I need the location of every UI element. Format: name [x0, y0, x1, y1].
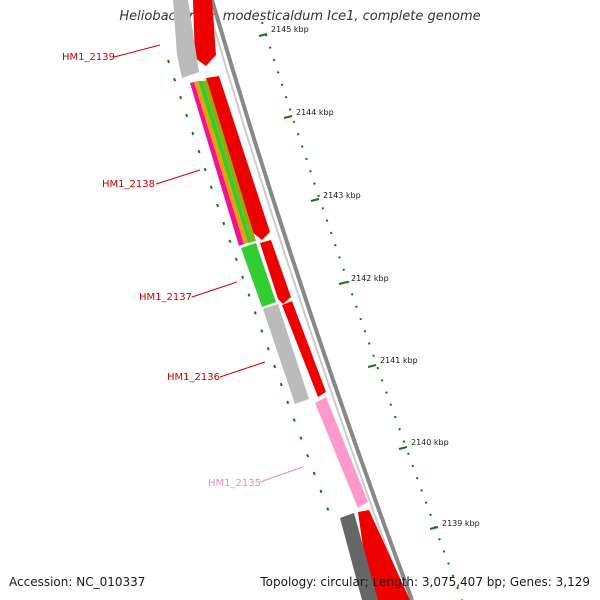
- gene-label: HM1_2138: [102, 179, 155, 190]
- gene-feature: [194, 81, 248, 244]
- label-leader: [191, 281, 238, 298]
- scale-tick-label: 2143 kbp: [323, 191, 361, 200]
- scale-tick-label: 2139 kbp: [442, 519, 480, 528]
- label-leader: [113, 44, 161, 58]
- scale-tick-label: 2140 kbp: [411, 438, 449, 447]
- scale-tick-label: 2145 kbp: [271, 25, 309, 34]
- gene-feature: [198, 81, 252, 243]
- label-leader: [219, 361, 266, 378]
- genome-summary-text: Topology: circular; Length: 3,075,407 bp…: [260, 575, 590, 589]
- gene-label: HM1_2139: [62, 52, 115, 63]
- backbone-outer: [210, 0, 414, 600]
- gene-feature: [173, 0, 199, 78]
- gene-label: HM1_2136: [167, 372, 220, 383]
- gene-label: HM1_2135: [208, 478, 261, 489]
- cds-feature: [193, 0, 216, 66]
- label-leader: [259, 466, 304, 483]
- gene-feature: [263, 304, 309, 404]
- gene-feature: [190, 82, 244, 246]
- gene-feature: [203, 80, 256, 242]
- gene-label: HM1_2137: [139, 292, 192, 303]
- gene-labels: HM1_2139 HM1_2138 HM1_2137 HM1_2136 HM1_…: [62, 44, 304, 489]
- scale-tick-label: 2142 kbp: [351, 274, 389, 283]
- scale-tick: [338, 281, 348, 285]
- scale-tick: [367, 364, 377, 368]
- scale-tick: [398, 446, 408, 450]
- backbone-inner: [205, 0, 407, 600]
- scale-tick: [258, 33, 268, 37]
- cds-feature: [282, 301, 326, 397]
- scale-tick: [283, 115, 293, 119]
- accession-text: Accession: NC_010337: [9, 575, 146, 589]
- cds-feature: [206, 76, 270, 240]
- cds-feature: [260, 240, 291, 304]
- scale-tick: [429, 526, 439, 530]
- forward-cds-track: [193, 0, 410, 600]
- scale-ticks: [258, 33, 439, 530]
- scale-tick-label: 2144 kbp: [296, 108, 334, 117]
- gene-feature: [340, 513, 378, 600]
- label-leader: [155, 169, 201, 185]
- gene-feature: [241, 243, 276, 307]
- scale-tick-label: 2141 kbp: [380, 356, 418, 365]
- scale-tick: [310, 198, 320, 202]
- gene-feature: [315, 397, 368, 508]
- reverse-gene-track: [173, 0, 378, 600]
